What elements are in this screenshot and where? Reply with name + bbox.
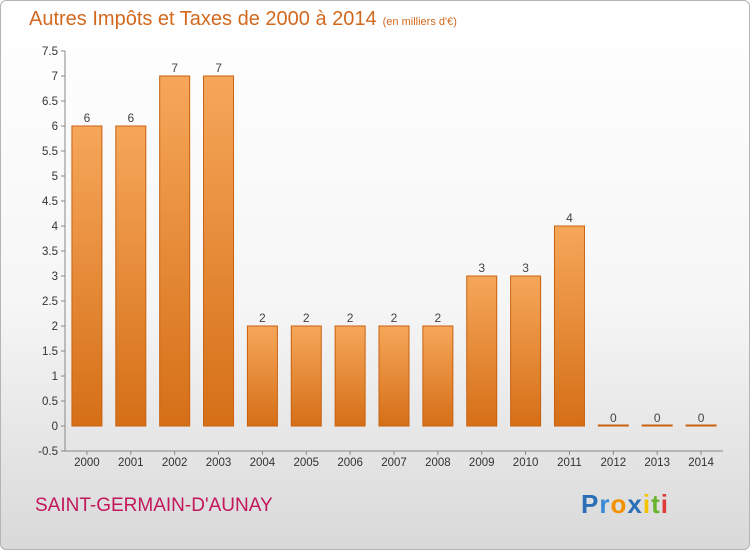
y-tick-label: -0.5: [38, 446, 58, 458]
x-tick-label: 2001: [118, 457, 144, 469]
y-tick-label: 3.5: [42, 246, 58, 258]
chart-title: Autres Impôts et Taxes de 2000 à 2014: [29, 8, 377, 30]
logo-letter: r: [599, 489, 611, 519]
bar: [597, 424, 629, 427]
x-tick-label: 2009: [469, 457, 495, 469]
x-tick-label: 2008: [425, 457, 451, 469]
y-tick-label: 7.5: [42, 46, 58, 58]
bar: [115, 125, 147, 427]
x-tick-label: 2012: [601, 457, 627, 469]
x-tick-label: 2003: [206, 457, 232, 469]
bar: [422, 325, 454, 427]
bar: [378, 325, 410, 427]
bar-value-label: 6: [127, 111, 134, 125]
logo-letter: P: [581, 489, 600, 519]
y-tick-label: 2: [52, 321, 58, 333]
bar-value-label: 7: [215, 61, 222, 75]
bar-value-label: 3: [522, 261, 529, 275]
bar: [553, 225, 585, 427]
y-tick-label: 2.5: [42, 296, 58, 308]
logo-letter: i: [642, 489, 652, 519]
bar: [290, 325, 322, 427]
y-tick-label: 1: [52, 371, 58, 383]
bar-value-label: 3: [478, 261, 485, 275]
bar-value-label: 6: [84, 111, 91, 125]
bar: [246, 325, 278, 427]
x-tick-label: 2013: [644, 457, 670, 469]
y-tick-label: 6: [52, 121, 58, 133]
bar-value-label: 2: [347, 311, 354, 325]
bar-value-label: 2: [259, 311, 266, 325]
bar: [510, 275, 542, 427]
bar: [334, 325, 366, 427]
x-tick-label: 2005: [293, 457, 319, 469]
y-tick-label: 4.5: [42, 196, 58, 208]
y-tick-label: 3: [52, 271, 58, 283]
x-tick-label: 2010: [513, 457, 539, 469]
bar-value-label: 2: [303, 311, 310, 325]
x-tick-label: 2002: [162, 457, 188, 469]
y-tick-label: 0.5: [42, 396, 58, 408]
commune-name: SAINT-GERMAIN-D'AUNAY: [35, 495, 273, 516]
bar: [203, 75, 235, 427]
y-tick-label: 1.5: [42, 346, 58, 358]
x-tick-label: 2000: [74, 457, 100, 469]
bar: [466, 275, 498, 427]
logo-letter: i: [660, 489, 669, 519]
bar-value-label: 0: [610, 411, 617, 425]
bar-value-label: 7: [171, 61, 178, 75]
logo-letter: x: [627, 489, 643, 519]
chart-header: Autres Impôts et Taxes de 2000 à 2014 (en…: [29, 8, 457, 31]
y-tick-label: 5.5: [42, 146, 58, 158]
y-tick-label: 7: [52, 71, 58, 83]
chart-subtitle: (en milliers d'€): [382, 16, 457, 28]
bar-value-label: 0: [654, 411, 661, 425]
bar-value-label: 4: [566, 211, 573, 225]
bar-value-label: 2: [391, 311, 398, 325]
y-tick-label: 4: [52, 221, 59, 233]
y-tick-label: 5: [52, 171, 58, 183]
logo-letter: o: [610, 489, 628, 519]
y-tick-label: 0: [52, 421, 58, 433]
proxiti-logo[interactable]: Proxiti: [581, 489, 669, 520]
x-tick-label: 2004: [250, 457, 276, 469]
bar-value-label: 0: [698, 411, 705, 425]
bar: [71, 125, 103, 427]
bar-value-label: 2: [435, 311, 442, 325]
bar: [159, 75, 191, 427]
bar: [641, 424, 673, 427]
bar: [685, 424, 717, 427]
logo-letter: t: [651, 489, 661, 519]
y-tick-label: 6.5: [42, 96, 58, 108]
x-tick-label: 2014: [688, 457, 714, 469]
x-tick-label: 2011: [557, 457, 582, 469]
x-tick-label: 2007: [381, 457, 407, 469]
x-tick-label: 2006: [337, 457, 363, 469]
